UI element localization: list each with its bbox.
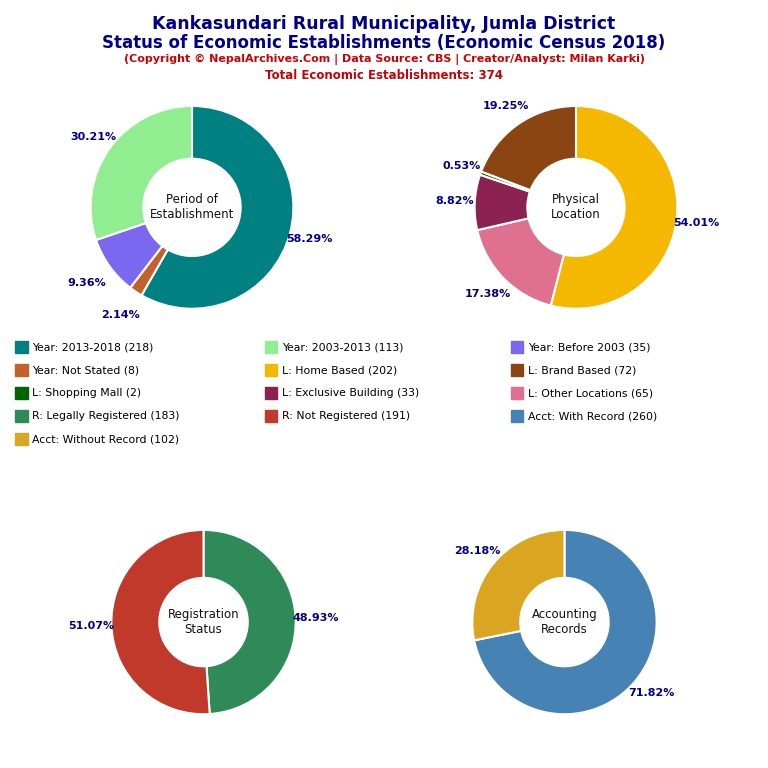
Wedge shape [111,530,210,714]
Text: Year: 2013-2018 (218): Year: 2013-2018 (218) [32,342,154,353]
Text: L: Brand Based (72): L: Brand Based (72) [528,365,636,376]
Text: (Copyright © NepalArchives.Com | Data Source: CBS | Creator/Analyst: Milan Karki: (Copyright © NepalArchives.Com | Data So… [124,54,644,65]
Text: R: Not Registered (191): R: Not Registered (191) [282,411,410,422]
Text: 2.14%: 2.14% [101,310,140,320]
Text: Year: Before 2003 (35): Year: Before 2003 (35) [528,342,650,353]
Text: Status of Economic Establishments (Economic Census 2018): Status of Economic Establishments (Econo… [102,34,666,51]
Wedge shape [204,530,296,714]
Text: Accounting
Records: Accounting Records [531,608,598,636]
Text: 58.29%: 58.29% [286,233,333,243]
Text: 0.53%: 0.53% [442,161,481,171]
Text: Kankasundari Rural Municipality, Jumla District: Kankasundari Rural Municipality, Jumla D… [152,15,616,33]
Text: Year: 2003-2013 (113): Year: 2003-2013 (113) [282,342,403,353]
Wedge shape [91,106,192,240]
Wedge shape [480,171,531,192]
Wedge shape [141,106,293,309]
Wedge shape [477,218,564,306]
Text: L: Shopping Mall (2): L: Shopping Mall (2) [32,388,141,399]
Text: Physical
Location: Physical Location [551,194,601,221]
Text: 51.07%: 51.07% [68,621,114,631]
Text: Period of
Establishment: Period of Establishment [150,194,234,221]
Text: 71.82%: 71.82% [628,688,675,698]
Text: 28.18%: 28.18% [454,546,501,556]
Text: 8.82%: 8.82% [435,197,474,207]
Text: 9.36%: 9.36% [67,278,106,288]
Wedge shape [131,246,167,295]
Text: 30.21%: 30.21% [70,131,116,141]
Text: Registration
Status: Registration Status [167,608,240,636]
Text: L: Other Locations (65): L: Other Locations (65) [528,388,653,399]
Text: Year: Not Stated (8): Year: Not Stated (8) [32,365,139,376]
Text: R: Legally Registered (183): R: Legally Registered (183) [32,411,180,422]
Wedge shape [482,106,576,190]
Text: L: Exclusive Building (33): L: Exclusive Building (33) [282,388,419,399]
Wedge shape [551,106,677,309]
Text: 17.38%: 17.38% [465,289,511,299]
Wedge shape [96,223,162,288]
Text: 48.93%: 48.93% [293,614,339,624]
Text: 19.25%: 19.25% [482,101,529,111]
Text: Acct: With Record (260): Acct: With Record (260) [528,411,657,422]
Text: L: Home Based (202): L: Home Based (202) [282,365,397,376]
Text: Acct: Without Record (102): Acct: Without Record (102) [32,434,180,445]
Wedge shape [472,530,564,641]
Text: Total Economic Establishments: 374: Total Economic Establishments: 374 [265,69,503,82]
Wedge shape [474,530,657,714]
Wedge shape [475,175,530,230]
Text: 54.01%: 54.01% [674,217,720,227]
